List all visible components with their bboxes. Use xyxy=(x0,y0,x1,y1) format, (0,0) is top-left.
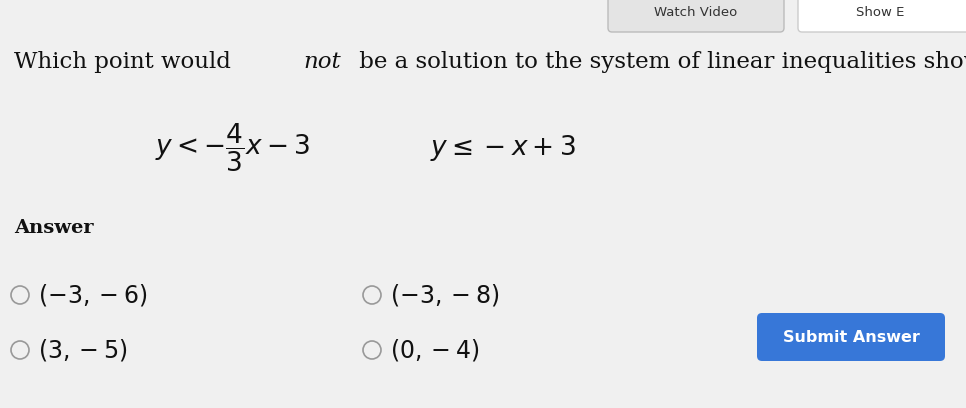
FancyBboxPatch shape xyxy=(798,0,966,32)
Text: $(-3, -6)$: $(-3, -6)$ xyxy=(38,282,147,308)
Text: $(-3, -8)$: $(-3, -8)$ xyxy=(390,282,499,308)
Text: not: not xyxy=(303,51,341,73)
Text: Show E: Show E xyxy=(856,5,904,18)
Text: $y \leq -x + 3$: $y \leq -x + 3$ xyxy=(430,133,576,163)
Text: Watch Video: Watch Video xyxy=(654,5,738,18)
Text: $y < -\dfrac{4}{3}x - 3$: $y < -\dfrac{4}{3}x - 3$ xyxy=(155,122,310,174)
Text: Submit Answer: Submit Answer xyxy=(782,330,920,344)
Text: $(0, -4)$: $(0, -4)$ xyxy=(390,337,479,363)
FancyBboxPatch shape xyxy=(608,0,784,32)
Text: Which point would: Which point would xyxy=(14,51,239,73)
Text: be a solution to the system of linear inequalities shown below?: be a solution to the system of linear in… xyxy=(352,51,966,73)
Text: $(3, -5)$: $(3, -5)$ xyxy=(38,337,128,363)
FancyBboxPatch shape xyxy=(757,313,945,361)
Text: Answer: Answer xyxy=(14,219,94,237)
